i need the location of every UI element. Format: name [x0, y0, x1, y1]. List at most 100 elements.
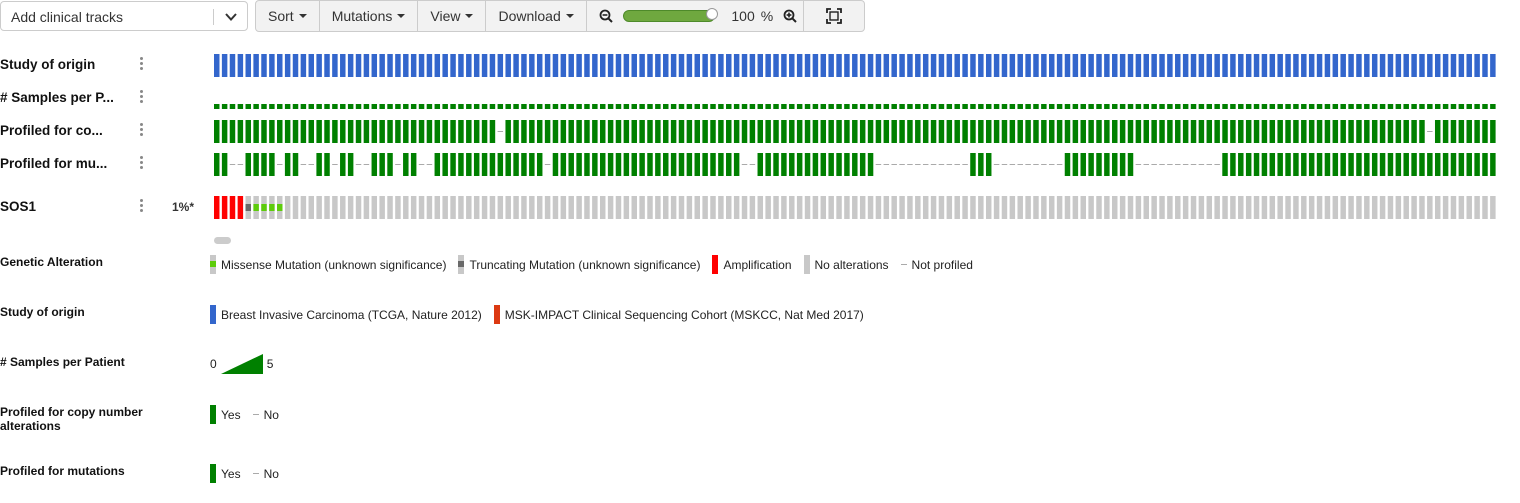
gene-cell[interactable] [395, 196, 401, 219]
study-cell[interactable] [1143, 54, 1149, 77]
study-cell[interactable] [1064, 54, 1071, 77]
missense-mark[interactable] [261, 204, 267, 211]
gene-cell[interactable] [938, 196, 945, 219]
cna-profiled-cell[interactable] [1253, 120, 1260, 143]
gene-cell[interactable] [859, 196, 866, 219]
missense-mark[interactable] [269, 204, 275, 211]
track-menu-icon[interactable] [140, 123, 144, 138]
mut-profiled-cell[interactable] [410, 153, 417, 176]
samples-cell[interactable] [615, 104, 622, 109]
study-cell[interactable] [702, 54, 708, 77]
gene-cell[interactable] [970, 196, 976, 219]
gene-cell[interactable] [521, 196, 527, 219]
track-menu-icon[interactable] [140, 90, 144, 105]
gene-cell[interactable] [1364, 196, 1370, 219]
samples-cell[interactable] [300, 104, 307, 109]
gene-cell[interactable] [1427, 196, 1433, 219]
samples-cell[interactable] [1458, 104, 1465, 109]
study-cell[interactable] [812, 54, 819, 77]
mut-profiled-cell[interactable] [521, 153, 527, 176]
samples-cell[interactable] [1072, 104, 1079, 109]
gene-cell[interactable] [1411, 196, 1417, 219]
gene-cell[interactable] [1442, 196, 1449, 219]
mut-not-profiled-cell[interactable] [1198, 164, 1205, 165]
mut-profiled-cell[interactable] [1364, 153, 1370, 176]
mut-profiled-cell[interactable] [599, 153, 606, 176]
cna-profiled-cell[interactable] [993, 120, 1000, 143]
mut-profiled-cell[interactable] [1301, 153, 1307, 176]
samples-cell[interactable] [1143, 104, 1149, 109]
study-cell[interactable] [277, 54, 283, 77]
mut-profiled-cell[interactable] [592, 153, 598, 176]
samples-cell[interactable] [852, 104, 858, 109]
study-cell[interactable] [253, 54, 259, 77]
samples-cell[interactable] [686, 104, 693, 109]
mut-not-profiled-cell[interactable] [962, 164, 968, 165]
mut-profiled-cell[interactable] [552, 153, 559, 176]
samples-cell[interactable] [1104, 104, 1110, 109]
mut-profiled-cell[interactable] [773, 153, 779, 176]
mut-profiled-cell[interactable] [615, 153, 622, 176]
cna-profiled-cell[interactable] [1293, 120, 1299, 143]
gene-cell[interactable] [781, 196, 787, 219]
study-cell[interactable] [584, 54, 590, 77]
study-cell[interactable] [1245, 54, 1252, 77]
gene-cell[interactable] [1285, 196, 1291, 219]
samples-cell[interactable] [261, 104, 267, 109]
cna-profiled-cell[interactable] [1041, 120, 1047, 143]
cna-profiled-cell[interactable] [576, 120, 582, 143]
mut-profiled-cell[interactable] [434, 153, 441, 176]
gene-cell[interactable] [1009, 196, 1016, 219]
gene-cell[interactable] [1387, 196, 1394, 219]
cna-profiled-cell[interactable] [481, 120, 488, 143]
cna-profiled-cell[interactable] [237, 120, 244, 143]
samples-cell[interactable] [1175, 104, 1181, 109]
cna-profiled-cell[interactable] [978, 120, 984, 143]
zoom-in-icon[interactable] [783, 9, 797, 23]
study-cell[interactable] [1206, 54, 1213, 77]
gene-cell[interactable] [663, 196, 669, 219]
mut-profiled-cell[interactable] [623, 153, 630, 176]
study-cell[interactable] [568, 54, 574, 77]
study-cell[interactable] [592, 54, 598, 77]
cna-profiled-cell[interactable] [395, 120, 401, 143]
cna-profiled-cell[interactable] [347, 120, 354, 143]
samples-cell[interactable] [867, 104, 874, 109]
mut-profiled-cell[interactable] [284, 153, 291, 176]
mut-profiled-cell[interactable] [733, 153, 740, 176]
cna-profiled-cell[interactable] [292, 120, 299, 143]
cna-profiled-cell[interactable] [812, 120, 819, 143]
gene-cell[interactable] [907, 196, 913, 219]
gene-cell[interactable] [875, 196, 882, 219]
gene-cell[interactable] [1332, 196, 1339, 219]
mut-not-profiled-cell[interactable] [946, 164, 953, 165]
gene-cell[interactable] [1119, 196, 1126, 219]
zoom-input[interactable] [722, 7, 757, 25]
samples-cell[interactable] [804, 104, 811, 109]
cna-profiled-cell[interactable] [253, 120, 259, 143]
samples-cell[interactable] [1450, 104, 1457, 109]
gene-cell[interactable] [765, 196, 771, 219]
gene-cell[interactable] [836, 196, 842, 219]
gene-cell[interactable] [867, 196, 874, 219]
cna-profiled-cell[interactable] [1411, 120, 1417, 143]
study-cell[interactable] [875, 54, 882, 77]
track-menu-icon[interactable] [140, 199, 144, 214]
gene-cell[interactable] [639, 196, 645, 219]
mut-not-profiled-cell[interactable] [1041, 164, 1047, 165]
samples-cell[interactable] [332, 104, 338, 109]
study-cell[interactable] [1198, 54, 1205, 77]
mut-not-profiled-cell[interactable] [1206, 164, 1213, 165]
mut-profiled-cell[interactable] [820, 153, 827, 176]
mut-profiled-cell[interactable] [1127, 153, 1134, 176]
cna-profiled-cell[interactable] [1112, 120, 1118, 143]
mut-profiled-cell[interactable] [655, 153, 661, 176]
cna-profiled-cell[interactable] [1198, 120, 1205, 143]
gene-cell[interactable] [1127, 196, 1134, 219]
cna-profiled-cell[interactable] [781, 120, 787, 143]
gene-cell[interactable] [403, 196, 409, 219]
cna-profiled-cell[interactable] [1269, 120, 1276, 143]
study-cell[interactable] [1411, 54, 1417, 77]
study-cell[interactable] [1253, 54, 1260, 77]
mut-profiled-cell[interactable] [473, 153, 480, 176]
